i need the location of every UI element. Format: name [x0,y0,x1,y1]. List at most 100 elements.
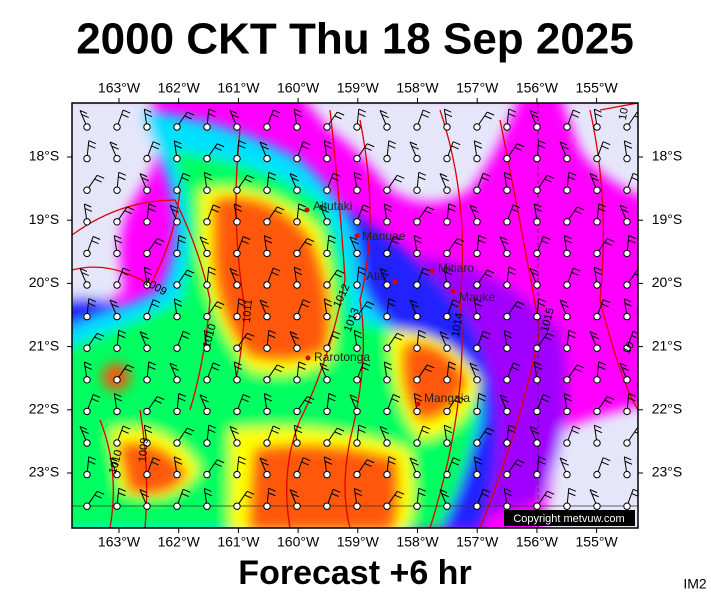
station [83,502,91,510]
barb-feather [354,176,363,181]
station [233,186,241,194]
station [383,470,391,479]
barb-feather [306,396,315,401]
station [173,439,181,447]
barb-feather [482,172,491,177]
barb-feather [204,334,213,339]
station [203,470,211,479]
barb-feather [301,145,309,150]
barb-feather [602,141,611,146]
barb-feather [594,266,602,271]
barb-feather [126,364,135,369]
barb-feather [594,108,602,113]
barb-feather [391,398,399,403]
station [353,502,361,510]
barb-feather [186,427,195,432]
barb-feather [508,271,516,276]
barb-feather [328,235,336,239]
barb-feather [354,171,362,176]
barb-feather [452,141,461,146]
station [203,218,211,226]
barb-feather [604,399,612,404]
barb-feather [199,394,208,399]
barb-feather [156,396,165,401]
station [263,154,271,163]
barb-feather [564,239,573,244]
barb-feather [421,113,429,118]
barb-feather [302,457,311,462]
station [623,407,631,416]
barb-feather [174,460,183,465]
station [413,186,421,194]
barb-feather [144,271,153,276]
barb-feather [272,267,281,272]
barb-feather [396,490,405,495]
station [563,218,571,226]
barb-feather [598,365,606,370]
barb-feather [514,146,522,151]
station [533,344,541,352]
barb-feather [319,204,328,209]
station [293,376,301,384]
station [413,439,421,447]
barb-feather [481,493,489,497]
barb-feather [88,144,96,149]
map-frame [71,102,639,529]
station [203,281,211,289]
barb-feather [504,176,513,181]
barb-feather [534,361,542,366]
barb-feather [394,336,402,341]
station [473,281,481,289]
station [473,249,481,258]
station [413,407,421,416]
station [533,502,541,510]
longitude-label: 157°W [456,534,499,550]
barb-feather [474,298,482,303]
station [83,154,91,163]
station [173,470,181,479]
barb-feather [534,365,543,370]
barb-feather [234,203,242,208]
places: Aitutaki Manuae Atiu Mitiaro Mauke Rarot… [304,199,495,407]
barb-feather [634,115,638,118]
station [473,123,481,131]
barb-feather [294,271,303,276]
barb-feather [118,492,126,497]
latitude-label: 18°S [652,148,683,164]
station [323,154,331,163]
barb-feather [234,207,243,212]
barb-feather [81,114,89,119]
station [173,407,181,416]
barb-feather [594,113,603,118]
latitude-label: 20°S [29,274,60,290]
barb-feather [632,488,638,492]
station [563,281,571,289]
barb-feather [454,241,462,246]
barb-feather [246,490,255,495]
station [113,502,121,510]
station [323,470,331,479]
barb-feather [294,113,303,118]
station [623,502,631,510]
longitude-label: 162°W [158,80,201,96]
barb-feather [542,394,551,398]
barb-feather [349,236,358,241]
barb-feather [594,424,602,429]
barb-feather [601,303,609,308]
barb-feather [381,430,389,435]
barb-feather [148,207,156,212]
station [173,376,181,384]
station [233,249,241,258]
barb-feather [451,303,459,308]
station [383,281,391,289]
barb-feather [426,364,435,369]
barb-feather [624,144,633,149]
station [83,312,91,321]
barb-feather [456,396,465,401]
station [293,281,301,289]
place-label: Mitiaro [438,261,474,275]
barb-feather [199,236,208,241]
barb-feather [514,462,522,467]
barb-feather [531,272,539,277]
barb-feather [538,140,546,145]
